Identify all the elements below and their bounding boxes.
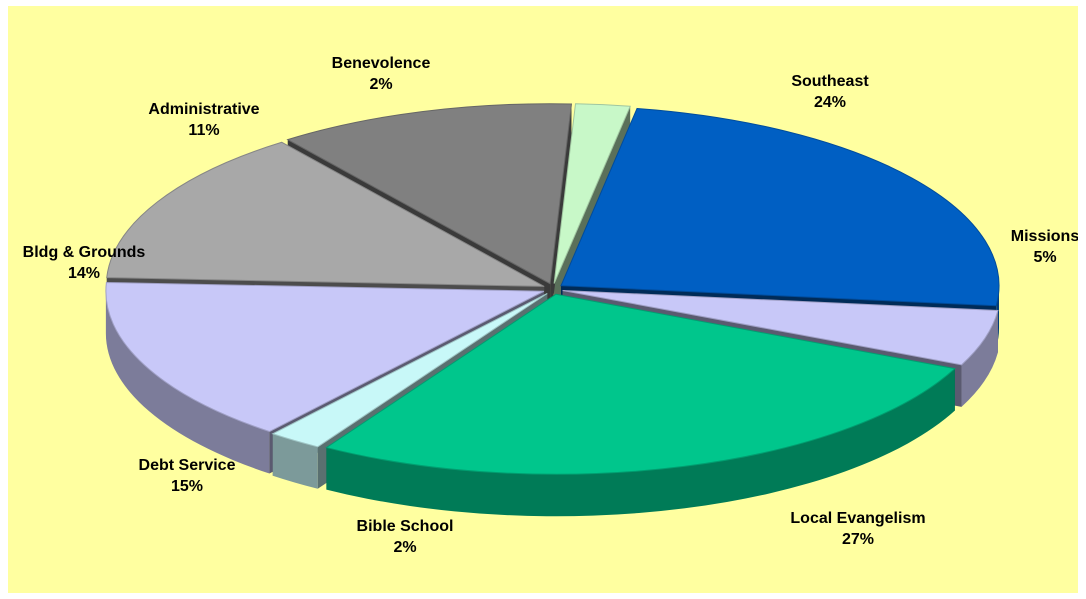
chart-area: Southeast 24% Missions 5% Local Evangelism 27…: [8, 6, 1078, 593]
label-debt-service: Debt Service: [139, 457, 236, 474]
value-label-debt-service: 15%: [171, 478, 203, 495]
label-administrative: Administrative: [148, 101, 259, 118]
slice-local-evangelism: [325, 293, 956, 475]
slice-missions: [562, 289, 999, 366]
slice-benevolence: [553, 103, 631, 284]
slice-debt-service: [105, 281, 545, 433]
value-label-missions: 5%: [1033, 249, 1056, 266]
value-label-administrative: 11%: [188, 122, 219, 139]
value-label-benevolence: 2%: [369, 76, 392, 93]
slice-side-local-evangelism-0: [326, 368, 955, 517]
slice-bible-school: [271, 293, 548, 448]
slice-side-bible-school-0: [272, 433, 318, 489]
label-local-evangelism: Local Evangelism: [790, 510, 925, 527]
value-label-bible-school: 2%: [393, 539, 416, 556]
label-missions: Missions: [1011, 228, 1078, 245]
label-bible-school: Bible School: [357, 518, 454, 535]
slice-administrative: [286, 103, 573, 285]
slice-side-debt-service-0: [105, 291, 270, 474]
pie-tops: [105, 103, 1000, 475]
label-southeast: Southeast: [791, 73, 869, 90]
value-label-southeast: 24%: [814, 94, 846, 111]
value-label-bldg-and-grounds: 14%: [68, 265, 100, 282]
slice-bldg-and-grounds: [106, 141, 545, 287]
label-bldg-and-grounds: Bldg & Grounds: [23, 244, 146, 261]
pie-labels: Southeast 24% Missions 5% Local Evangelism 27…: [23, 55, 1078, 556]
slice-southeast: [560, 107, 1000, 307]
slice-side-missions-0: [961, 310, 998, 407]
value-label-local-evangelism: 27%: [842, 531, 874, 548]
label-benevolence: Benevolence: [332, 55, 431, 72]
pie-chart: Southeast 24% Missions 5% Local Evangelism 27…: [23, 55, 1078, 556]
